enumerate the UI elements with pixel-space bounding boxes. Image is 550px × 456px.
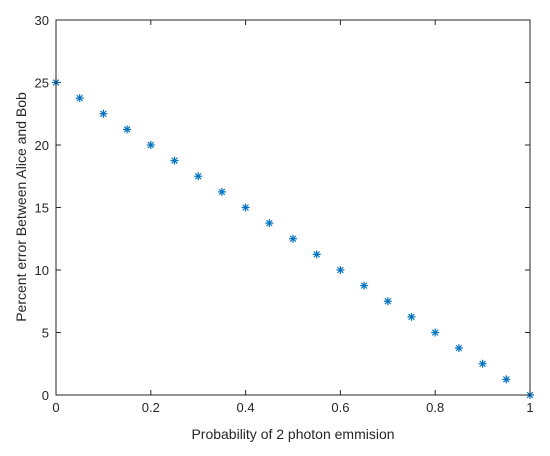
y-tick-label: 20 xyxy=(35,138,49,153)
data-point xyxy=(478,359,487,368)
data-point xyxy=(194,172,203,181)
y-tick-label: 10 xyxy=(35,263,49,278)
x-tick-label: 0 xyxy=(52,400,59,415)
data-point xyxy=(146,141,155,149)
y-tick-label: 30 xyxy=(35,13,49,28)
x-tick-label: 1 xyxy=(526,400,533,415)
data-point xyxy=(312,250,321,259)
data-point xyxy=(265,219,274,228)
data-point xyxy=(454,344,463,353)
y-tick-label: 0 xyxy=(42,388,49,403)
x-tick-label: 0.2 xyxy=(142,400,160,415)
data-point xyxy=(502,375,511,384)
data-point xyxy=(170,156,179,165)
x-tick-label: 0.4 xyxy=(237,400,255,415)
data-point xyxy=(336,266,345,274)
y-tick-label: 25 xyxy=(35,76,49,91)
plot-frame xyxy=(55,19,531,396)
x-axis-label: Probability of 2 photon emmision xyxy=(191,426,394,442)
plot-area xyxy=(56,20,530,395)
data-point xyxy=(383,297,392,306)
data-point xyxy=(360,281,369,290)
data-point xyxy=(99,109,108,118)
y-tick-label: 15 xyxy=(35,201,49,216)
data-point xyxy=(289,234,297,243)
y-axis-label: Percent error Between Alice and Bob xyxy=(13,92,29,322)
x-tick-label: 0.6 xyxy=(331,400,349,415)
x-tick-label: 0.8 xyxy=(426,400,444,415)
data-point xyxy=(217,187,226,196)
data-point xyxy=(431,328,440,337)
data-point xyxy=(123,125,132,134)
data-point xyxy=(75,94,84,103)
data-point xyxy=(241,203,250,212)
data-point xyxy=(407,312,416,321)
y-tick-label: 5 xyxy=(42,326,49,341)
